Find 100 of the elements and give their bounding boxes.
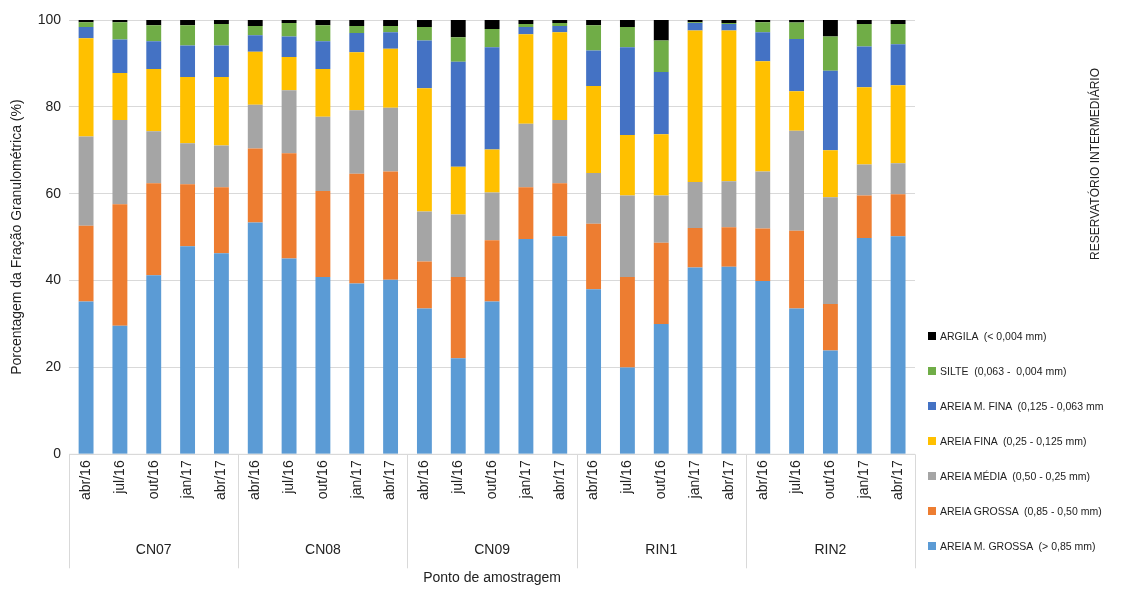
bar xyxy=(247,148,263,223)
text: CN09 xyxy=(474,541,511,558)
bar xyxy=(586,20,602,26)
bar xyxy=(687,23,703,31)
bar xyxy=(349,20,365,27)
bar xyxy=(450,358,466,454)
bar xyxy=(789,39,805,92)
bar xyxy=(146,69,162,132)
y-tick-label: 100 xyxy=(37,10,62,27)
y-tick-label: 60 xyxy=(45,184,62,201)
y-axis-title: Porcentagem da Fração Granulométrica (%) xyxy=(8,99,25,375)
x-tick-label: abr/16 xyxy=(753,460,770,501)
bar xyxy=(247,20,263,27)
bar xyxy=(146,275,162,454)
bar xyxy=(856,46,872,88)
bar xyxy=(383,171,399,280)
bar xyxy=(450,166,466,215)
bar xyxy=(789,308,805,454)
bar xyxy=(281,153,297,259)
bar xyxy=(146,41,162,70)
bar xyxy=(484,301,500,454)
bar xyxy=(856,238,872,454)
bar xyxy=(112,22,128,40)
x-axis-title: Ponto de amostragem xyxy=(423,569,561,586)
x-tick-label: out/16 xyxy=(482,460,499,500)
bar xyxy=(856,20,872,24)
x-tick-label: jan/17 xyxy=(685,460,702,500)
bar xyxy=(315,191,331,278)
bar xyxy=(213,76,229,146)
bar xyxy=(78,225,94,302)
bar xyxy=(653,40,669,73)
bar xyxy=(789,22,805,40)
bar xyxy=(586,86,602,173)
legend-label: SILTE (0,063 - 0,004 mm) xyxy=(940,364,1067,377)
bar xyxy=(586,289,602,454)
bar xyxy=(518,34,534,124)
x-tick-label: abr/17 xyxy=(888,460,905,501)
bar xyxy=(416,40,432,89)
bar xyxy=(619,195,635,278)
bar xyxy=(484,47,500,150)
bar xyxy=(281,36,297,57)
x-tick-label: abr/16 xyxy=(415,460,432,501)
x-tick-label: jul/16 xyxy=(618,460,635,495)
bar xyxy=(687,267,703,454)
bar xyxy=(383,20,399,27)
bar xyxy=(383,107,399,172)
legend-title: RESERVATÓRIO INTERMEDIÁRIO xyxy=(1088,66,1103,260)
bar xyxy=(180,143,196,185)
x-tick-label: jul/16 xyxy=(449,460,466,495)
bar xyxy=(687,30,703,182)
x-tick-label: abr/17 xyxy=(719,460,736,501)
bar xyxy=(315,69,331,117)
bar xyxy=(78,26,94,39)
bar xyxy=(349,33,365,53)
bar xyxy=(213,187,229,254)
bar xyxy=(822,70,838,151)
bar xyxy=(755,228,771,282)
bar xyxy=(247,51,263,105)
bar xyxy=(721,266,737,454)
bar xyxy=(653,242,669,325)
bar xyxy=(822,304,838,351)
bar xyxy=(146,25,162,42)
y-tick-label: 20 xyxy=(45,358,62,375)
bar xyxy=(890,23,906,45)
bar xyxy=(856,87,872,165)
bar xyxy=(180,20,196,26)
bar xyxy=(213,253,229,454)
legend-label: ARGILA (< 0,004 mm) xyxy=(940,329,1047,342)
bar xyxy=(349,173,365,284)
x-tick-label: out/16 xyxy=(821,460,838,500)
bar xyxy=(721,227,737,267)
bar xyxy=(213,145,229,188)
bar xyxy=(586,25,602,51)
bar xyxy=(687,228,703,268)
x-tick-label: abr/16 xyxy=(76,460,93,501)
bar xyxy=(619,277,635,368)
y-tick-label: 40 xyxy=(45,271,62,288)
bar xyxy=(619,367,635,454)
legend-label: AREIA MÉDIA (0,50 - 0,25 mm) xyxy=(940,469,1090,482)
bar xyxy=(349,52,365,111)
bar xyxy=(180,45,196,77)
bar xyxy=(586,50,602,87)
bar xyxy=(247,104,263,149)
bar xyxy=(552,183,568,237)
bar xyxy=(315,20,331,26)
bar xyxy=(619,20,635,27)
bar xyxy=(653,195,669,243)
bar xyxy=(78,38,94,137)
bar xyxy=(349,110,365,174)
bar xyxy=(146,183,162,276)
bar xyxy=(450,20,466,38)
bar xyxy=(890,20,906,24)
bar xyxy=(653,20,669,41)
y-tick-label: 0 xyxy=(53,445,62,462)
bar xyxy=(281,20,297,24)
bar xyxy=(484,240,500,302)
bar xyxy=(755,32,771,62)
bar xyxy=(619,26,635,48)
bar xyxy=(822,20,838,37)
bar xyxy=(180,76,196,144)
